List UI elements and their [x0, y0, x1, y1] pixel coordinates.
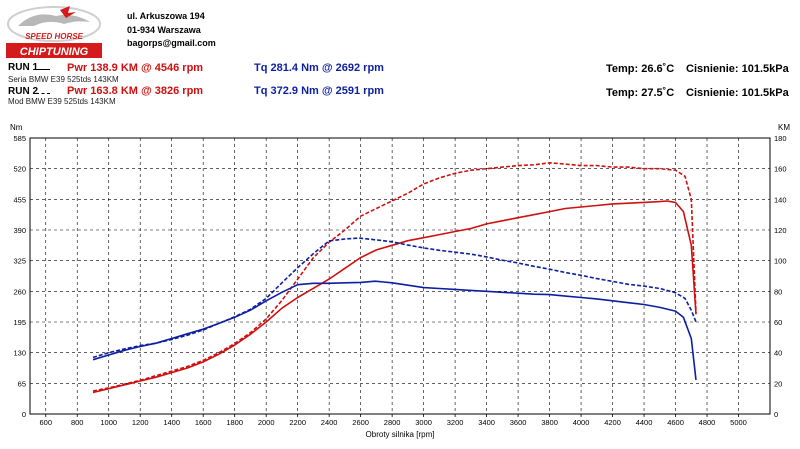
y-left-tick-label: 390	[13, 226, 26, 235]
x-tick-label: 600	[39, 418, 52, 427]
y-right-tick-label: 160	[774, 165, 787, 174]
run1-pressure: Cisnienie: 101.5kPa	[686, 63, 789, 75]
x-tick-label: 1800	[226, 418, 243, 427]
run2-torque-line	[92, 237, 697, 359]
y-right-tick-label: 80	[774, 287, 782, 296]
x-tick-label: 3600	[510, 418, 527, 427]
plot-frame	[29, 137, 771, 415]
y-left-tick-label: 260	[13, 287, 26, 296]
run1-line-swatch	[36, 69, 50, 70]
run2-temp: Temp: 27.5˚C	[606, 87, 675, 99]
y-left-tick-label: 455	[13, 195, 26, 204]
y-right-tick-label: 120	[774, 226, 787, 235]
y-axis-left-label: Nm	[10, 123, 23, 132]
y-axis-right-label: KM	[778, 123, 790, 132]
run1-torque: Tq 281.4 Nm @ 2692 rpm	[254, 62, 384, 74]
run1-torque-line	[92, 280, 697, 381]
run2-power-line	[92, 162, 697, 392]
x-tick-label: 3000	[415, 418, 432, 427]
run1-power: Pwr 138.9 KM @ 4546 rpm	[67, 62, 204, 74]
y-left-tick-label: 325	[13, 257, 26, 266]
y-left-tick-label: 0	[22, 410, 26, 419]
y-left-tick-label: 130	[13, 349, 26, 358]
address-line-1: ul. Arkuszowa 194	[127, 11, 205, 21]
x-tick-label: 2400	[321, 418, 338, 427]
x-tick-label: 4800	[699, 418, 716, 427]
chart-grid	[30, 138, 770, 414]
speedhorse-chiptuning-logo: SPEED HORSE CHIPTUNING	[6, 6, 102, 58]
svg-text:SPEED HORSE: SPEED HORSE	[25, 32, 83, 41]
x-tick-label: 2000	[258, 418, 275, 427]
y-right-tick-label: 60	[774, 318, 782, 327]
x-tick-label: 4400	[636, 418, 653, 427]
run1-power-line	[92, 200, 697, 394]
y-axis-left-ticks: 0 65 130 195 260 325 390 455 520 585	[13, 134, 26, 419]
y-right-tick-label: 0	[774, 410, 778, 419]
run2-car: Mod BMW E39 525tds 143KM	[8, 97, 116, 106]
y-left-tick-label: 65	[18, 379, 26, 388]
x-tick-label: 4200	[604, 418, 621, 427]
x-tick-label: 2200	[289, 418, 306, 427]
x-tick-label: 1600	[195, 418, 212, 427]
y-left-tick-label: 195	[13, 318, 26, 327]
x-tick-label: 3800	[541, 418, 558, 427]
run1-temp: Temp: 26.6˚C	[606, 63, 675, 75]
x-tick-label: 3200	[447, 418, 464, 427]
y-left-tick-label: 520	[13, 165, 26, 174]
x-tick-label: 2600	[352, 418, 369, 427]
y-right-tick-label: 140	[774, 195, 787, 204]
address-line-2: 01-934 Warszawa	[127, 25, 201, 35]
x-tick-label: 4000	[573, 418, 590, 427]
y-left-tick-label: 585	[13, 134, 26, 143]
address-email: bagorps@gmail.com	[127, 38, 216, 48]
chart-series	[92, 162, 697, 394]
run2-torque: Tq 372.9 Nm @ 2591 rpm	[254, 85, 384, 97]
run2-label: RUN 2	[8, 86, 39, 97]
y-axis-right-ticks: 0 20 40 60 80 100 120 140 160 180	[774, 134, 787, 419]
x-tick-label: 3400	[478, 418, 495, 427]
run2-pressure: Cisnienie: 101.5kPa	[686, 87, 789, 99]
x-axis-label: Obroty silnika [rpm]	[366, 430, 435, 439]
y-right-tick-label: 100	[774, 257, 787, 266]
x-tick-label: 5000	[730, 418, 747, 427]
run1-car: Seria BMW E39 525tds 143KM	[8, 75, 119, 84]
y-right-tick-label: 180	[774, 134, 787, 143]
x-tick-label: 1200	[132, 418, 149, 427]
run2-power: Pwr 163.8 KM @ 3826 rpm	[67, 85, 204, 97]
svg-text:CHIPTUNING: CHIPTUNING	[20, 46, 89, 58]
x-tick-label: 1000	[100, 418, 117, 427]
x-tick-label: 4600	[667, 418, 684, 427]
x-tick-label: 2800	[384, 418, 401, 427]
x-tick-label: 1400	[163, 418, 180, 427]
x-axis-ticks: 600 800 1000 1200 1400 1600 1800 2000 2200 2400 26…	[39, 414, 747, 427]
run1-label: RUN 1	[8, 62, 39, 73]
run2-line-swatch	[36, 93, 50, 94]
y-right-tick-label: 20	[774, 379, 782, 388]
y-right-tick-label: 40	[774, 349, 782, 358]
x-tick-label: 800	[71, 418, 84, 427]
